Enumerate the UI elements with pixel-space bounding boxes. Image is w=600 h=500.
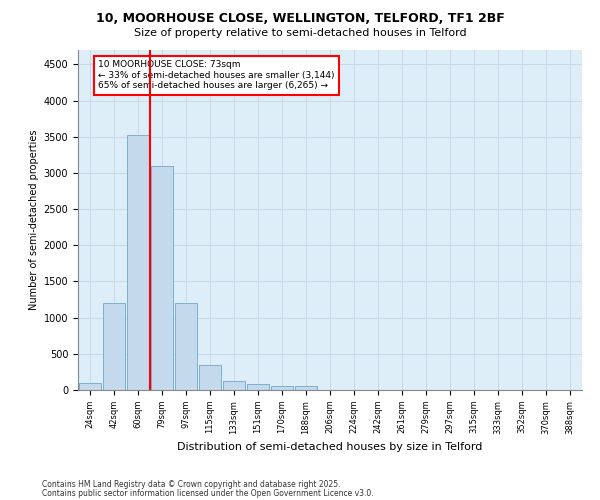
Text: 10, MOORHOUSE CLOSE, WELLINGTON, TELFORD, TF1 2BF: 10, MOORHOUSE CLOSE, WELLINGTON, TELFORD… — [95, 12, 505, 26]
Bar — [295, 386, 317, 390]
Text: Contains public sector information licensed under the Open Government Licence v3: Contains public sector information licen… — [42, 488, 374, 498]
Bar — [175, 303, 197, 390]
Y-axis label: Number of semi-detached properties: Number of semi-detached properties — [29, 130, 40, 310]
Text: 10 MOORHOUSE CLOSE: 73sqm
← 33% of semi-detached houses are smaller (3,144)
65% : 10 MOORHOUSE CLOSE: 73sqm ← 33% of semi-… — [98, 60, 335, 90]
Bar — [223, 382, 245, 390]
Bar — [271, 386, 293, 390]
X-axis label: Distribution of semi-detached houses by size in Telford: Distribution of semi-detached houses by … — [178, 442, 482, 452]
Bar — [79, 383, 101, 390]
Bar — [199, 364, 221, 390]
Text: Size of property relative to semi-detached houses in Telford: Size of property relative to semi-detach… — [134, 28, 466, 38]
Bar — [103, 303, 125, 390]
Text: Contains HM Land Registry data © Crown copyright and database right 2025.: Contains HM Land Registry data © Crown c… — [42, 480, 341, 489]
Bar — [127, 136, 149, 390]
Bar — [247, 384, 269, 390]
Bar — [151, 166, 173, 390]
